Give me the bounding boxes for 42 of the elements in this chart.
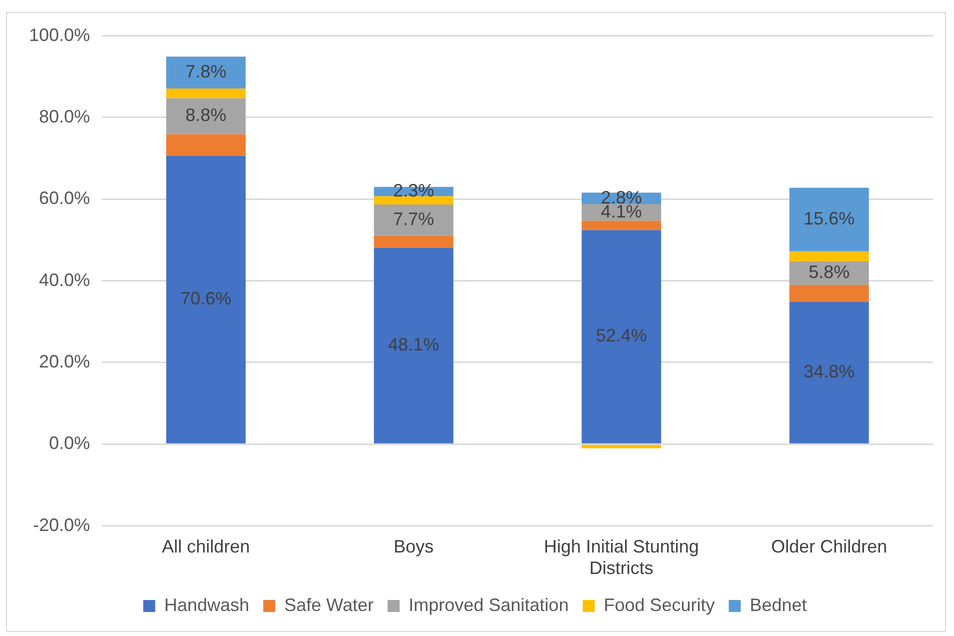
x-tick-label: Boys: [394, 536, 434, 557]
bar: [374, 196, 454, 204]
bar: [166, 98, 246, 134]
data-label: 34.8%: [804, 362, 855, 382]
bar: [374, 236, 454, 248]
y-tick-label: 80.0%: [39, 106, 90, 126]
x-tick-label: Older Children: [771, 536, 888, 557]
bar: [166, 88, 246, 98]
legend-label: Food Security: [604, 594, 715, 615]
x-tick-label: All children: [162, 536, 250, 557]
bar: [166, 134, 246, 156]
bar: [789, 302, 869, 444]
legend-label: Improved Sanitation: [408, 594, 569, 615]
y-tick-label: 40.0%: [39, 270, 90, 290]
legend-label: Bednet: [750, 594, 807, 615]
y-tick-label: 60.0%: [39, 188, 90, 208]
x-tick-label: High Initial Stunting Districts: [544, 536, 699, 578]
data-label: 70.6%: [180, 288, 232, 309]
data-label: 7.8%: [185, 62, 226, 82]
bar: [166, 156, 246, 444]
bar: [789, 284, 869, 302]
bar: [374, 204, 454, 236]
data-label: 52.4%: [596, 326, 647, 346]
legend-label: Handwash: [164, 594, 250, 615]
bar: [789, 261, 869, 285]
y-tick-label: 20.0%: [39, 351, 90, 372]
bar: [789, 188, 869, 252]
data-label: 15.6%: [804, 208, 855, 229]
bar: [582, 230, 662, 444]
bar: [789, 251, 869, 262]
y-tick-label: -20.0%: [33, 514, 90, 535]
data-label: 48.1%: [388, 334, 440, 355]
y-tick-label: 100.0%: [28, 24, 90, 45]
bar: [166, 56, 246, 88]
data-label: 5.8%: [808, 262, 850, 282]
bar: [582, 220, 662, 230]
bar: [374, 248, 454, 444]
y-tick-label: 0.0%: [49, 433, 90, 454]
bar: [582, 444, 662, 448]
data-label: 7.7%: [393, 209, 434, 230]
legend-label: Safe Water: [284, 594, 374, 615]
data-label: 8.8%: [185, 105, 226, 126]
